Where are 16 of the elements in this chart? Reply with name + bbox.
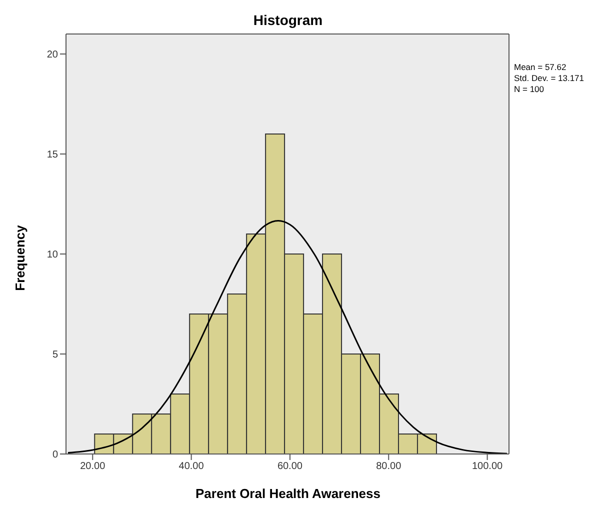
y-tick-label: 0: [52, 450, 58, 461]
x-tick-label: 60.00: [277, 461, 303, 472]
x-tick-label: 80.00: [376, 461, 402, 472]
x-axis-title: Parent Oral Health Awareness: [194, 486, 382, 501]
x-tick-label: 20.00: [80, 461, 106, 472]
y-tick-label: 15: [46, 150, 58, 161]
y-axis-title: Frequency: [12, 225, 28, 291]
chart-title: Histogram: [252, 12, 324, 28]
text: N = 100: [514, 84, 546, 95]
x-tick-label: 100.00: [472, 461, 504, 472]
x-tick-label: 40.00: [178, 461, 204, 472]
y-tick-label: 20: [46, 50, 58, 61]
text: Mean = 57.62: [514, 62, 568, 73]
y-tick-label: 5: [52, 350, 58, 361]
y-tick-label: 10: [46, 250, 58, 261]
text: Std. Dev. = 13.171: [514, 73, 584, 84]
